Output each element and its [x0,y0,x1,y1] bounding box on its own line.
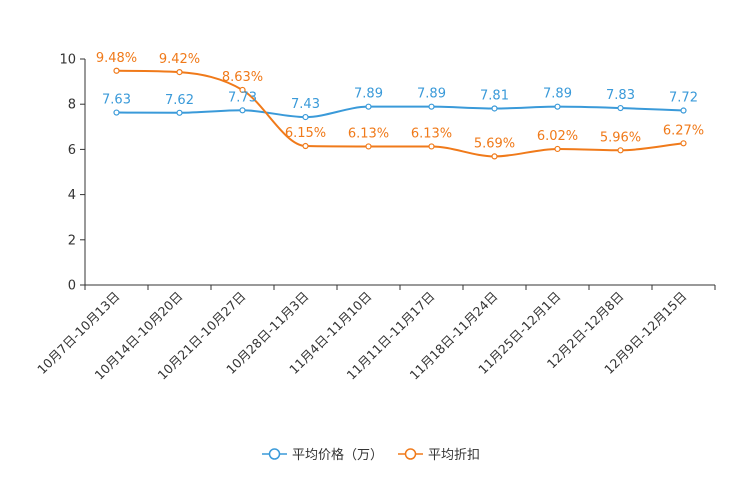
y-tick-label: 0 [68,279,76,294]
data-label: 7.43 [291,97,320,112]
data-label: 5.96% [600,130,641,145]
data-label: 7.81 [480,88,509,103]
series-line-1 [116,105,684,119]
data-label: 7.89 [354,87,383,102]
data-label: 6.27% [663,123,704,138]
y-tick-label: 2 [68,233,76,248]
y-tick-label: 8 [68,98,76,113]
data-label: 7.63 [102,93,131,108]
data-point [491,153,498,160]
data-point [491,105,498,112]
legend-label: 平均价格（万） [292,447,383,463]
legend-item-1: 平均价格（万） [262,447,383,463]
data-point [680,140,687,147]
data-label: 7.72 [669,91,698,106]
data-point [239,107,246,114]
legend-marker-icon [404,448,417,460]
data-labels: 7.63 7.62 7.73 7.43 7.89 7.89 7.81 7.89 7.83 7.72… [96,51,704,152]
y-tick-label: 4 [68,188,76,203]
data-label: 6.15% [285,126,326,141]
data-point [365,103,372,110]
data-point [680,107,687,114]
series-layer [113,67,687,160]
data-label: 6.02% [537,129,578,144]
data-point [428,103,435,110]
data-label: 5.69% [474,136,515,151]
data-point [428,143,435,150]
data-point [302,142,309,150]
data-point [239,86,246,94]
data-point [176,69,183,76]
data-label: 7.62 [165,93,194,108]
data-label: 6.13% [348,126,389,141]
data-point [554,103,561,110]
data-label: 9.42% [159,52,200,67]
data-point [113,67,120,74]
data-label: 8.63% [222,70,263,85]
legend-label: 平均折扣 [428,448,480,463]
data-label: 9.48% [96,51,137,66]
data-point [113,109,120,116]
data-point [617,147,624,154]
data-point [302,113,309,121]
data-label: 6.13% [411,126,452,141]
data-label: 7.89 [543,87,572,102]
legend-item-2: 平均折扣 [398,448,480,463]
data-point [176,109,183,116]
y-tick-label: 10 [59,53,76,68]
legend: 平均价格（万） 平均折扣 [262,447,480,463]
data-point [365,143,372,150]
data-label: 7.83 [606,88,635,103]
data-label: 7.89 [417,87,446,102]
data-point [554,145,561,153]
data-point [617,104,624,112]
series-line-2 [116,69,684,158]
legend-marker-icon [268,448,281,460]
y-tick-label: 6 [68,143,76,158]
data-label: 7.73 [228,90,257,105]
